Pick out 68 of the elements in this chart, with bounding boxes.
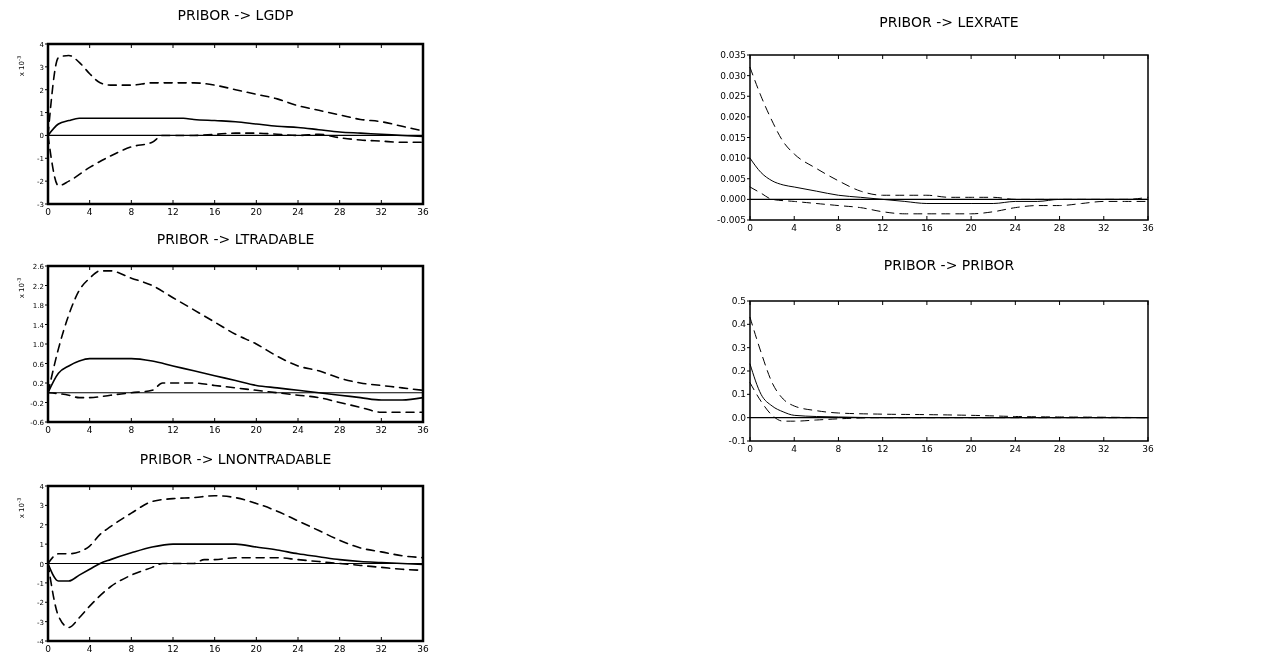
x-tick-label: 8 (835, 223, 842, 233)
y-tick-label: 0.4 (731, 319, 747, 330)
y-tick-label: 0.000 (720, 194, 747, 205)
x-tick-label: 4 (791, 444, 798, 454)
x-tick-label: 20 (965, 223, 978, 233)
y-tick-label: 0.035 (720, 50, 746, 60)
x-tick-label: 28 (333, 425, 346, 435)
y-tick-label: 0.0 (731, 412, 747, 423)
x-tick-label: 4 (86, 425, 93, 435)
x-tick-label: 36 (417, 644, 429, 654)
x-tick-label: 32 (375, 644, 388, 654)
x-tick-label: 12 (167, 644, 179, 654)
x-tick-label: 20 (250, 425, 263, 435)
x-tick-label: 28 (1053, 444, 1066, 454)
y-tick-label: 0.1 (731, 389, 746, 400)
x-tick-label: 20 (250, 207, 263, 217)
x-tick-label: 16 (208, 644, 221, 654)
x-tick-label: 24 (292, 207, 304, 217)
x-tick-label: 32 (375, 207, 388, 217)
chart-title: PRIBOR -> LGDP (177, 7, 294, 23)
x-tick-label: 8 (835, 444, 842, 454)
x-tick-label: 28 (1053, 223, 1066, 233)
y-tick-label: 0.2 (731, 366, 746, 376)
chart-title: PRIBOR -> PRIBOR (883, 257, 1015, 273)
y-tick-label: 0.005 (720, 173, 746, 184)
y-tick-label: -0.005 (716, 215, 746, 225)
x-tick-label: 36 (1142, 444, 1154, 454)
x-tick-label: 24 (292, 644, 304, 654)
x-tick-label: 16 (921, 223, 933, 233)
x-tick-label: 28 (333, 207, 346, 217)
x-tick-label: 16 (208, 207, 221, 217)
x-tick-label: 36 (417, 207, 429, 217)
x-tick-label: 24 (292, 425, 304, 435)
x-tick-label: 12 (876, 444, 889, 454)
x-tick-label: 8 (128, 207, 135, 217)
y-tick-label: 0.015 (720, 132, 746, 143)
y-tick-label: 0.020 (720, 111, 747, 122)
x-tick-label: 4 (86, 644, 93, 654)
y-tick-label: 0.030 (720, 70, 747, 81)
y-tick-label: 0.3 (731, 342, 746, 353)
x-tick-label: 36 (1142, 223, 1154, 233)
x-tick-label: 32 (375, 425, 388, 435)
x-tick-label: 0 (747, 223, 754, 233)
x-tick-label: 4 (791, 223, 798, 233)
x-tick-label: 24 (1009, 223, 1022, 233)
y-tick-label: -0.1 (728, 436, 746, 446)
x-tick-label: 16 (208, 425, 221, 435)
x-tick-label: 4 (86, 207, 93, 217)
x-tick-label: 28 (333, 644, 346, 654)
x-tick-label: 0 (747, 444, 754, 454)
x-tick-label: 16 (921, 444, 933, 454)
x-tick-label: 12 (167, 425, 179, 435)
y-tick-label: 0.010 (720, 153, 747, 164)
x-tick-label: 32 (1098, 444, 1110, 454)
x-tick-label: 12 (167, 207, 179, 217)
x-tick-label: 36 (417, 425, 429, 435)
x-tick-label: 32 (1098, 223, 1110, 233)
chart-title: PRIBOR -> LEXRATE (879, 14, 1019, 30)
chart-title: PRIBOR -> LTRADABLE (156, 231, 315, 247)
x-tick-label: 8 (128, 425, 135, 435)
x-tick-label: 20 (965, 444, 978, 454)
chart-title: PRIBOR -> LNONTRADABLE (139, 451, 332, 467)
y-tick-label: 0.5 (731, 296, 746, 306)
x-tick-label: 20 (250, 644, 263, 654)
x-tick-label: 8 (128, 644, 135, 654)
x-tick-label: 12 (876, 223, 889, 233)
x-tick-label: 24 (1009, 444, 1022, 454)
y-tick-label: 0.025 (720, 91, 746, 102)
